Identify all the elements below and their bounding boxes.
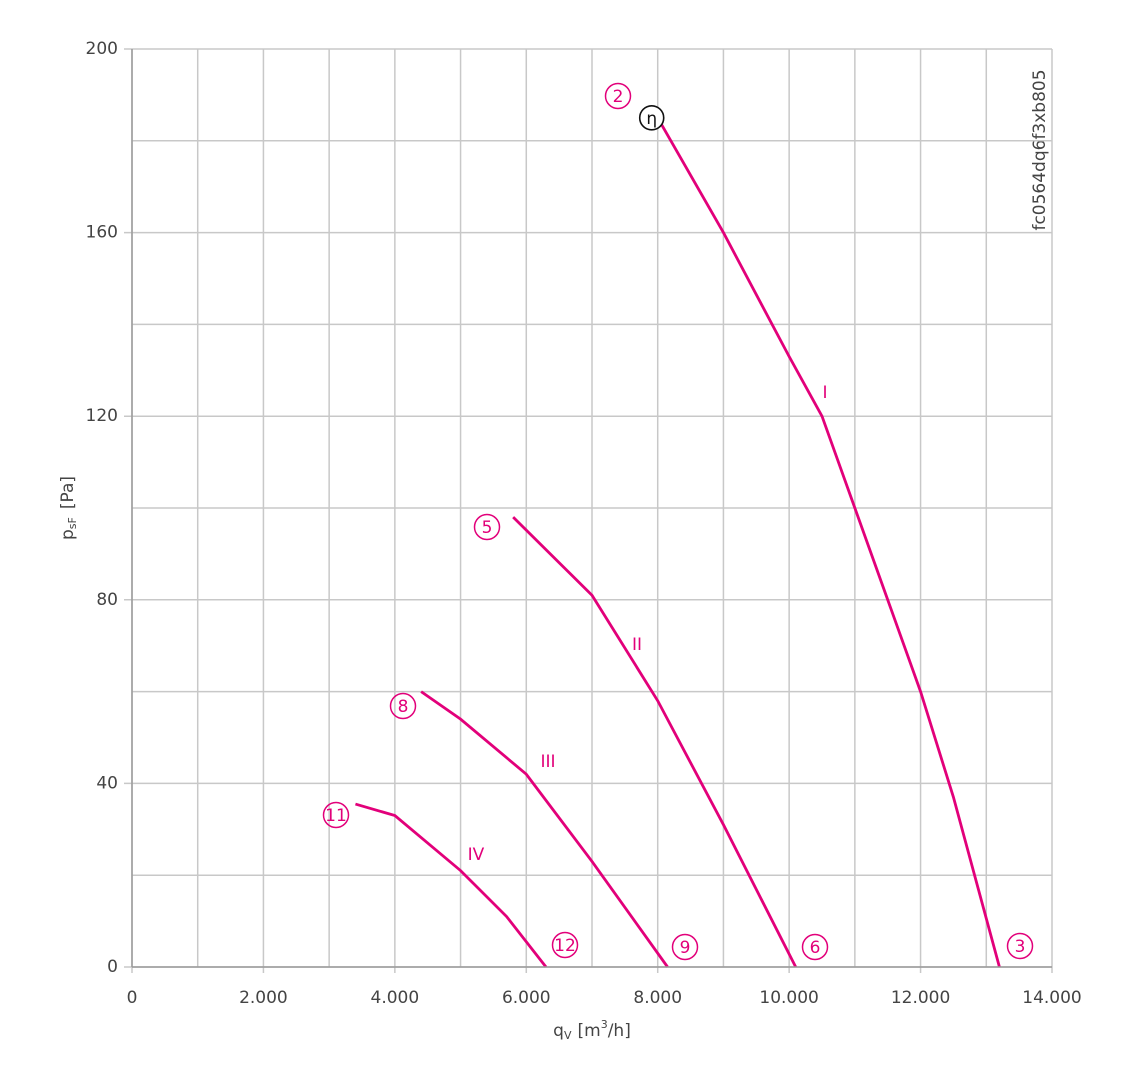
curve-marker-label: 6 <box>810 938 821 958</box>
curve-marker-label: 2 <box>613 87 624 107</box>
x-tick-label: 8.000 <box>633 988 682 1008</box>
curve-marker-circle <box>322 801 350 829</box>
curve-marker-label: 5 <box>482 518 493 538</box>
y-tick-label: 160 <box>86 223 118 243</box>
curve-marker-circle <box>604 82 632 110</box>
y-tick-label: 40 <box>96 773 118 793</box>
x-tick-label: 14.000 <box>1022 988 1081 1008</box>
eta-circle <box>638 105 665 131</box>
code-label: fc0564dq6f3xb805 <box>1030 69 1050 230</box>
x-label-sub: V <box>564 1029 572 1042</box>
curve-marker-label: 8 <box>398 697 409 717</box>
curve <box>656 117 1001 968</box>
x-axis-label: qV [m3/h] <box>553 1018 631 1042</box>
curve-name: I <box>822 383 827 403</box>
curve-marker-circle <box>801 933 829 961</box>
curve <box>512 516 797 968</box>
x-tick-label: 12.000 <box>891 988 950 1008</box>
y-axis-label: psF [Pa] <box>58 476 79 540</box>
curve-marker-label: 3 <box>1015 937 1026 957</box>
y-tick-label: 120 <box>86 406 118 426</box>
curve-marker-circle <box>389 692 417 720</box>
curve <box>355 802 548 968</box>
y-tick-label: 80 <box>96 590 118 610</box>
curve-marker-label: 11 <box>325 806 347 826</box>
x-label-sup: 3 <box>601 1018 608 1031</box>
curve-name: II <box>632 635 642 655</box>
x-label-unit: /h] <box>608 1021 631 1041</box>
x-label-main: q <box>553 1021 564 1041</box>
y-label-sub: sF <box>66 517 79 529</box>
curve-marker-circle <box>551 931 579 959</box>
curve-marker-circle <box>1006 932 1034 960</box>
x-tick-label: 0 <box>127 988 138 1008</box>
y-tick-label: 200 <box>86 39 118 59</box>
curve-marker-label: 9 <box>680 938 691 958</box>
x-tick-label: 4.000 <box>371 988 420 1008</box>
y-tick-label: 0 <box>107 957 118 977</box>
x-label-unit: [m <box>577 1021 600 1041</box>
eta-label: η <box>646 109 657 129</box>
curve-marker-circle <box>473 513 501 541</box>
y-label-unit: [Pa] <box>58 476 78 509</box>
x-tick-label: 2.000 <box>239 988 288 1008</box>
curve <box>420 690 669 968</box>
y-label-main: p <box>58 529 78 540</box>
curve-marker-label: 12 <box>554 936 576 956</box>
x-tick-label: 10.000 <box>759 988 818 1008</box>
curve-name: III <box>540 752 555 772</box>
x-tick-label: 6.000 <box>502 988 551 1008</box>
curve-marker-circle <box>671 933 699 961</box>
curve-name: IV <box>468 845 485 865</box>
